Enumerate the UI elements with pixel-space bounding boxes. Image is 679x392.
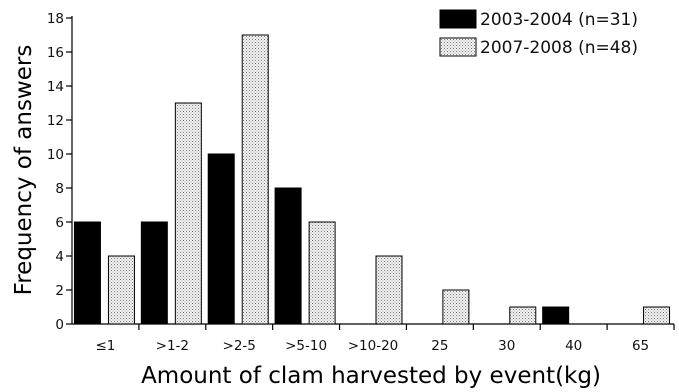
x-tick-label: 40 xyxy=(565,338,582,354)
y-tick-label: 16 xyxy=(47,45,64,61)
y-tick-label: 14 xyxy=(47,79,64,95)
bar-series2 xyxy=(241,34,269,325)
y-tick-label: 2 xyxy=(55,283,64,299)
bar-series1 xyxy=(542,306,570,325)
x-tick-label: >10-20 xyxy=(348,338,399,354)
x-tick-label: ≤1 xyxy=(95,338,115,354)
y-tick-label: 12 xyxy=(47,113,64,129)
x-tick-label: 25 xyxy=(431,338,448,354)
legend-label: 2007-2008 (n=48) xyxy=(480,38,638,58)
legend-swatch xyxy=(439,37,477,57)
legend-swatch xyxy=(439,9,477,29)
bar-series1 xyxy=(73,221,101,325)
x-tick-label: 65 xyxy=(632,338,649,354)
bar-series1 xyxy=(140,221,168,325)
y-tick-label: 10 xyxy=(47,147,64,163)
y-tick-label: 4 xyxy=(55,249,64,265)
bar-series2 xyxy=(174,102,202,325)
bar-series2 xyxy=(643,306,671,325)
y-axis-title: Frequency of answers xyxy=(11,45,37,296)
bar-series2 xyxy=(375,255,403,325)
x-axis-title: Amount of clam harvested by event(kg) xyxy=(141,363,601,389)
x-tick-label: 30 xyxy=(498,338,515,354)
bar-series1 xyxy=(274,187,302,325)
legend: 2003-2004 (n=31) 2007-2008 (n=48) xyxy=(439,9,638,58)
legend-label: 2003-2004 (n=31) xyxy=(480,10,638,30)
x-tick-label: >2-5 xyxy=(223,338,256,354)
bar-series2 xyxy=(509,306,537,325)
x-tick-label: >5-10 xyxy=(285,338,327,354)
y-tick-label: 6 xyxy=(55,215,64,231)
y-tick-label: 18 xyxy=(47,11,64,27)
y-tick-label: 8 xyxy=(55,181,64,197)
bar-series2 xyxy=(308,221,336,325)
plot-area: 0 2 4 6 8 10 12 14 16 18 ≤1 >1-2 >2-5 >5-10 >10-20 25 30… xyxy=(47,11,675,354)
y-tick-label: 0 xyxy=(55,317,64,333)
x-tick-label: >1-2 xyxy=(156,338,189,354)
bar-series2 xyxy=(442,289,470,325)
bar-series1 xyxy=(207,153,235,325)
bar-series2 xyxy=(107,255,135,325)
